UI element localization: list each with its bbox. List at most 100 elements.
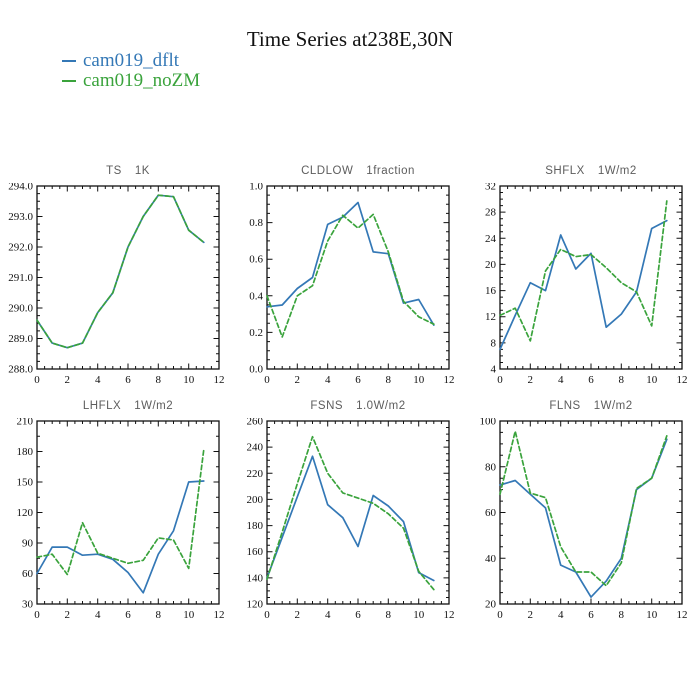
svg-text:28: 28	[485, 207, 497, 219]
svg-text:180: 180	[247, 520, 264, 532]
variable-units: 1K	[134, 165, 150, 177]
svg-text:30: 30	[22, 599, 34, 611]
variable-units: 1W/m2	[593, 400, 633, 412]
svg-text:2: 2	[65, 374, 71, 386]
subplot-title: SHFLX 1W/m2	[500, 165, 682, 177]
svg-text:6: 6	[588, 374, 594, 386]
subplot-title: CLDLOW 1fraction	[267, 165, 449, 177]
svg-text:292.0: 292.0	[8, 242, 33, 254]
subplot-title: TS 1K	[37, 165, 219, 177]
subplot-shflx: SHFLX 1W/m2 0 2 4 6 8 10 12 4 8 12 16 20 24 28 32	[463, 163, 700, 395]
svg-text:6: 6	[355, 609, 361, 621]
variable-name: FSNS	[310, 400, 344, 412]
svg-text:8: 8	[156, 609, 162, 621]
svg-text:240: 240	[247, 442, 264, 454]
svg-text:120: 120	[17, 507, 34, 519]
svg-text:2: 2	[65, 609, 71, 621]
svg-text:6: 6	[125, 374, 131, 386]
svg-text:10: 10	[413, 374, 425, 386]
svg-text:0: 0	[497, 609, 503, 621]
svg-text:200: 200	[247, 494, 264, 506]
svg-text:20: 20	[485, 599, 497, 611]
variable-name: CLDLOW	[301, 165, 354, 177]
svg-text:294.0: 294.0	[8, 183, 33, 193]
svg-text:0: 0	[264, 374, 270, 386]
svg-text:20: 20	[485, 259, 497, 271]
subplot-title: FLNS 1W/m2	[500, 400, 682, 412]
svg-text:1.0: 1.0	[249, 183, 263, 193]
cldlow-plot-canvas: 0 2 4 6 8 10 12 0.0 0.2 0.4 0.6 0.8 1.0	[249, 183, 455, 386]
svg-text:0: 0	[34, 609, 40, 621]
svg-text:8: 8	[386, 374, 392, 386]
svg-text:6: 6	[588, 609, 594, 621]
svg-text:8: 8	[619, 609, 625, 621]
lhflx-plot-canvas: 0 2 4 6 8 10 12 30 60 90 120 150 180 210	[17, 418, 225, 621]
svg-text:6: 6	[355, 374, 361, 386]
subplot-flns: FLNS 1W/m2 0 2 4 6 8 10 12 20 40 60 80 100	[463, 398, 700, 630]
variable-units: 1W/m2	[134, 400, 174, 412]
svg-text:0.4: 0.4	[249, 290, 263, 302]
legend-item-nozm: cam019_noZM	[62, 70, 201, 91]
svg-text:180: 180	[17, 446, 34, 458]
svg-text:10: 10	[183, 374, 195, 386]
svg-text:0: 0	[34, 374, 40, 386]
svg-text:293.0: 293.0	[8, 211, 33, 223]
svg-text:60: 60	[22, 568, 34, 580]
svg-text:220: 220	[247, 468, 264, 480]
svg-text:12: 12	[677, 374, 688, 386]
svg-text:2: 2	[528, 374, 534, 386]
svg-text:289.0: 289.0	[8, 333, 33, 345]
subplot-fsns: FSNS 1.0W/m2 0 2 4 6 8 10 12 120 140 160 180 200 220 2…	[230, 398, 470, 630]
svg-text:32: 32	[485, 183, 496, 193]
subplot-ts: TS 1K 0 2 4 6 8 10 12 288.0 289.0 290.0 291.0 292.0 2…	[0, 163, 240, 395]
svg-text:4: 4	[95, 374, 101, 386]
svg-text:4: 4	[491, 364, 497, 376]
svg-text:12: 12	[214, 374, 225, 386]
svg-text:2: 2	[528, 609, 534, 621]
line-sample-icon	[62, 60, 76, 62]
svg-text:120: 120	[247, 599, 264, 611]
svg-text:12: 12	[444, 609, 455, 621]
svg-text:10: 10	[413, 609, 425, 621]
svg-text:100: 100	[480, 418, 497, 428]
svg-text:150: 150	[17, 477, 34, 489]
svg-text:4: 4	[558, 609, 564, 621]
legend: cam019_dflt cam019_noZM	[62, 50, 201, 91]
svg-text:0.8: 0.8	[249, 217, 263, 229]
svg-text:60: 60	[485, 507, 497, 519]
svg-text:90: 90	[22, 538, 34, 550]
variable-units: 1.0W/m2	[356, 400, 406, 412]
svg-text:288.0: 288.0	[8, 364, 33, 376]
subplot-title: LHFLX 1W/m2	[37, 400, 219, 412]
svg-text:10: 10	[183, 609, 195, 621]
legend-item-dflt: cam019_dflt	[62, 50, 200, 71]
svg-text:12: 12	[444, 374, 455, 386]
svg-text:0: 0	[497, 374, 503, 386]
svg-text:6: 6	[125, 609, 131, 621]
svg-text:4: 4	[558, 374, 564, 386]
svg-text:0: 0	[264, 609, 270, 621]
svg-text:80: 80	[485, 461, 497, 473]
page-title: Time Series at238E,30N	[246, 27, 454, 51]
svg-text:2: 2	[295, 374, 301, 386]
variable-name: FLNS	[549, 400, 581, 412]
svg-text:160: 160	[247, 546, 264, 558]
legend-label: cam019_dflt	[83, 50, 180, 71]
svg-text:4: 4	[325, 609, 331, 621]
variable-units: 1fraction	[366, 165, 415, 177]
subplot-cldlow: CLDLOW 1fraction 0 2 4 6 8 10 12 0.0 0.2 0.4 0.6 0.8…	[230, 163, 470, 395]
legend-label: cam019_noZM	[83, 70, 201, 91]
svg-text:10: 10	[646, 609, 658, 621]
svg-text:12: 12	[485, 311, 496, 323]
svg-text:291.0: 291.0	[8, 272, 33, 284]
svg-text:8: 8	[156, 374, 162, 386]
svg-text:0.2: 0.2	[249, 327, 263, 339]
svg-text:24: 24	[485, 233, 497, 245]
svg-text:8: 8	[386, 609, 392, 621]
svg-text:4: 4	[95, 609, 101, 621]
variable-name: SHFLX	[545, 165, 585, 177]
svg-text:12: 12	[677, 609, 688, 621]
svg-text:290.0: 290.0	[8, 303, 33, 315]
svg-text:0.0: 0.0	[249, 364, 263, 376]
